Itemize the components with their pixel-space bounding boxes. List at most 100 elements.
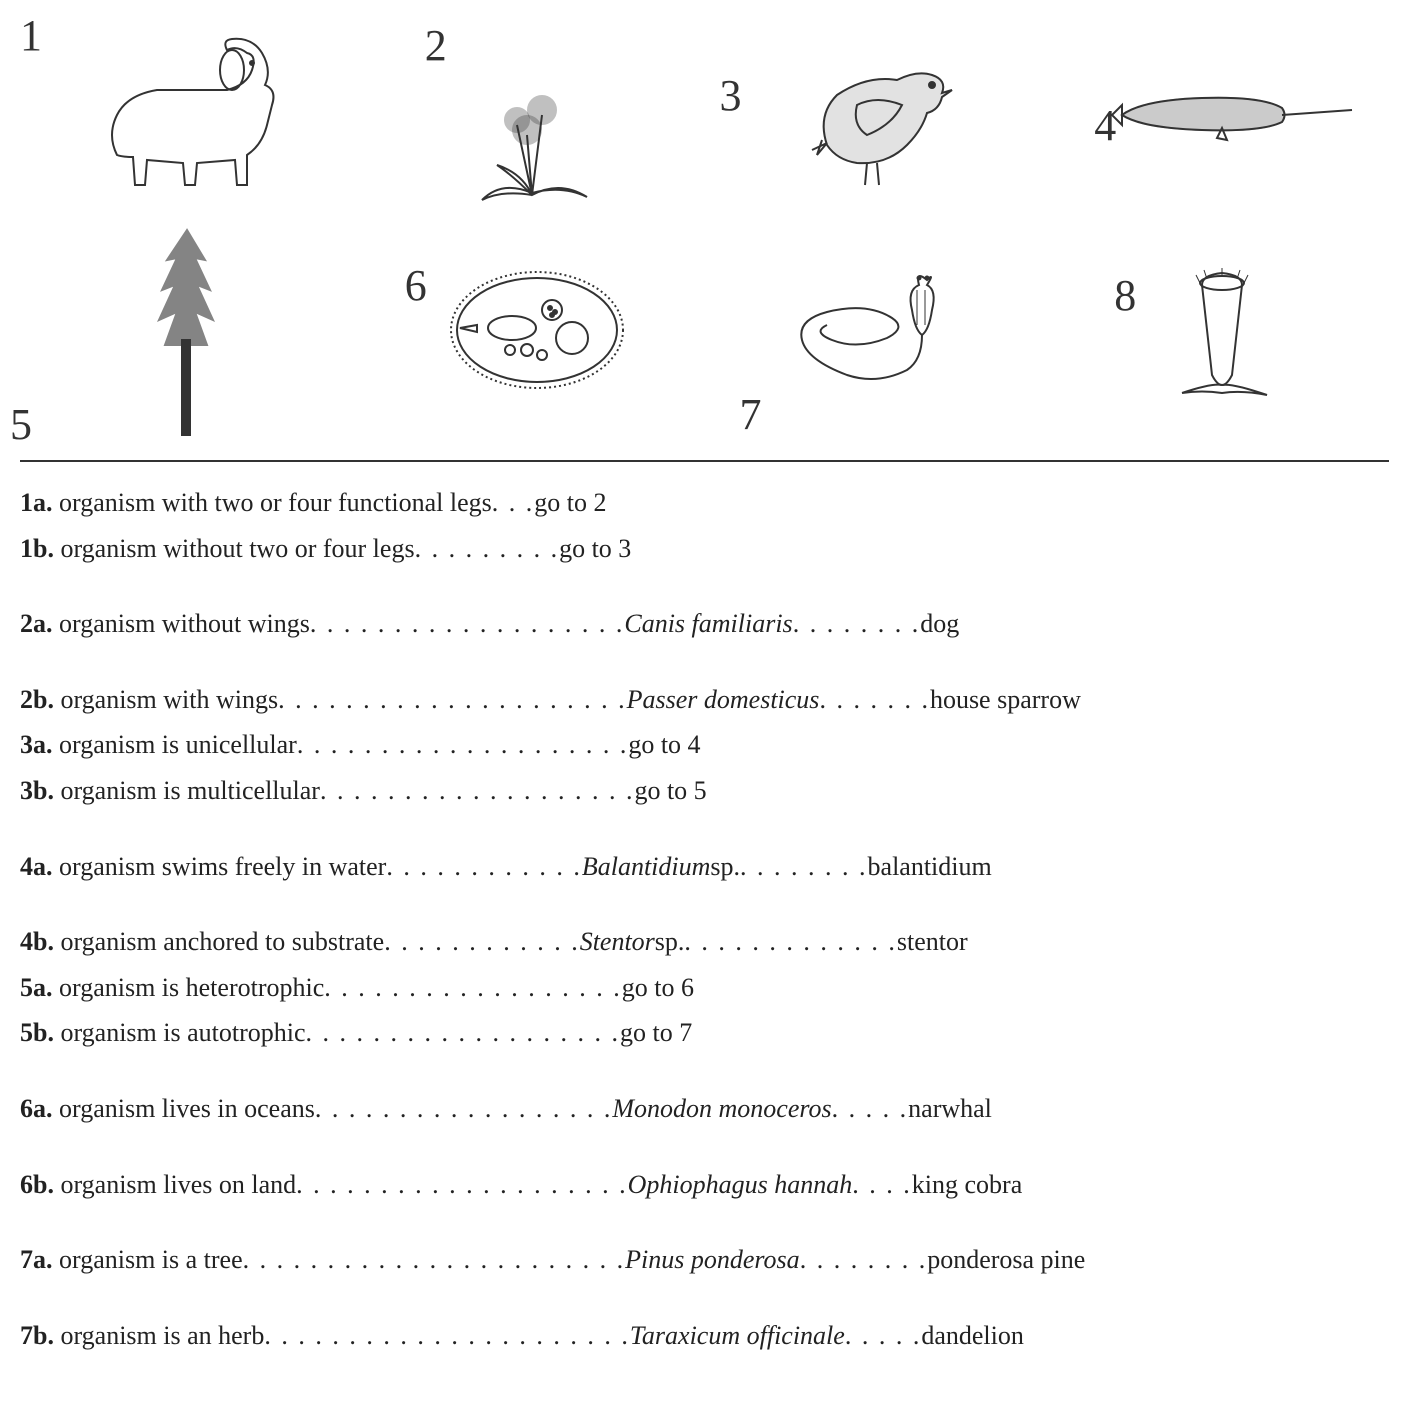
key-row: 7b. organism is an herb . . . . . . . . …: [20, 1315, 1389, 1357]
organism-number-5: 5: [10, 399, 32, 450]
leader-dots: . . . . .: [832, 1088, 909, 1130]
key-goto: go to 4: [628, 724, 700, 766]
key-description: organism with two or four functional leg…: [59, 482, 492, 524]
key-description: organism is unicellular: [59, 724, 297, 766]
key-label: 1a.: [20, 482, 53, 524]
leader-dots: . . . . . . . . . . . . . . . . . . . . …: [243, 1239, 626, 1281]
key-row: 4a. organism swims freely in water . . .…: [20, 846, 1389, 888]
key-label: 3a.: [20, 724, 53, 766]
key-label: 3b.: [20, 770, 54, 812]
cobra-icon: [757, 240, 997, 420]
leader-dots: . . . . . . . . . . . . . . . . . . . .: [297, 724, 629, 766]
key-description: organism is autotrophic: [60, 1012, 305, 1054]
key-label: 6a.: [20, 1088, 53, 1130]
scientific-name: Taraxicum officinale: [630, 1315, 845, 1357]
key-label: 2b.: [20, 679, 54, 721]
key-label: 7a.: [20, 1239, 53, 1281]
key-row: 5a. organism is heterotrophic. . . . . .…: [20, 967, 1389, 1009]
key-label: 1b.: [20, 528, 54, 570]
balantidium-icon: [422, 250, 642, 410]
species-abbrev: sp.: [655, 921, 685, 963]
common-name: ponderosa pine: [927, 1239, 1085, 1281]
scientific-name: Monodon monoceros: [612, 1088, 831, 1130]
organism-dandelion: 2: [365, 20, 700, 220]
organisms-grid: 1 2 3: [20, 20, 1389, 430]
leader-dots: . . . . . . . . . . . . . . . . . . . . …: [264, 1315, 630, 1357]
scientific-name: Pinus ponderosa: [625, 1239, 800, 1281]
leader-dots: . . . . .: [845, 1315, 922, 1357]
key-description: organism with wings: [60, 679, 278, 721]
key-row: 1b. organism without two or four legs. .…: [20, 528, 1389, 570]
leader-dots: . . . . . . . . . . . . . . . . . . .: [306, 1012, 621, 1054]
scientific-name: Ophiophagus hannah: [628, 1164, 853, 1206]
key-label: 4b.: [20, 921, 54, 963]
key-description: organism is heterotrophic: [59, 967, 324, 1009]
leader-dots: . . . . . . . . . . . . . . . . . . . . …: [278, 679, 627, 721]
organism-cobra: 7: [710, 230, 1045, 430]
key-row: 4b. organism anchored to substrate . . .…: [20, 921, 1389, 963]
organism-number-7: 7: [740, 389, 762, 440]
leader-dots: . . . . . . . . .: [415, 528, 560, 570]
key-label: 5b.: [20, 1012, 54, 1054]
key-label: 5a.: [20, 967, 53, 1009]
pine-icon: [117, 220, 257, 440]
key-row: 7a. organism is a tree . . . . . . . . .…: [20, 1239, 1389, 1281]
dandelion-icon: [442, 35, 622, 205]
scientific-name: Stentor: [580, 921, 655, 963]
leader-dots: . . . . . . . . . . . .: [384, 921, 580, 963]
key-row: 6a. organism lives in oceans . . . . . .…: [20, 1088, 1389, 1130]
dog-icon: [77, 35, 297, 205]
narwhal-icon: [1082, 60, 1362, 180]
organism-stentor: 8: [1054, 230, 1389, 430]
key-row: 2a. organism without wings. . . . . . . …: [20, 603, 1389, 645]
leader-dots: . . . . . . . .: [740, 846, 868, 888]
scientific-name: Canis familiaris: [624, 603, 792, 645]
key-description: organism is an herb: [60, 1315, 264, 1357]
organism-number-6: 6: [405, 260, 427, 311]
organism-number-8: 8: [1114, 270, 1136, 321]
key-goto: go to 2: [534, 482, 606, 524]
key-description: organism is multicellular: [60, 770, 319, 812]
species-abbrev: sp.: [710, 846, 740, 888]
leader-dots: . . .: [492, 482, 535, 524]
key-description: organism swims freely in water: [59, 846, 386, 888]
sparrow-icon: [767, 35, 987, 205]
key-label: 2a.: [20, 603, 53, 645]
stentor-icon: [1132, 245, 1312, 415]
scientific-name: Balantidium: [582, 846, 711, 888]
organism-balantidium: 6: [365, 230, 700, 430]
leader-dots: . . . . . . . . . . . . . . . . . . .: [320, 770, 635, 812]
key-label: 7b.: [20, 1315, 54, 1357]
key-description: organism without two or four legs: [60, 528, 414, 570]
key-description: organism anchored to substrate: [60, 921, 384, 963]
key-description: organism lives in oceans: [59, 1088, 315, 1130]
common-name: dog: [920, 603, 959, 645]
key-goto: go to 6: [622, 967, 694, 1009]
key-row: 3a. organism is unicellular. . . . . . .…: [20, 724, 1389, 766]
leader-dots: . . . . . . . .: [800, 1239, 928, 1281]
common-name: house sparrow: [930, 679, 1081, 721]
organism-dog: 1: [20, 20, 355, 220]
leader-dots: . . . . . . . . . . . . . . . . . . .: [310, 603, 625, 645]
key-row: 3b. organism is multicellular . . . . . …: [20, 770, 1389, 812]
common-name: balantidium: [868, 846, 992, 888]
key-description: organism is a tree: [59, 1239, 243, 1281]
organism-narwhal: 4: [1054, 20, 1389, 220]
key-row: 6b. organism lives on land. . . . . . . …: [20, 1164, 1389, 1206]
key-label: 6b.: [20, 1164, 54, 1206]
organism-number-1: 1: [20, 10, 42, 61]
organism-number-4: 4: [1094, 100, 1116, 151]
leader-dots: . . . . . . . . . . . .: [386, 846, 582, 888]
common-name: stentor: [897, 921, 968, 963]
scientific-name: Passer domesticus: [627, 679, 820, 721]
key-row: 1a. organism with two or four functional…: [20, 482, 1389, 524]
leader-dots: . . . . . . . . . . . . . . . . . .: [315, 1088, 613, 1130]
organism-number-3: 3: [720, 70, 742, 121]
common-name: dandelion: [921, 1315, 1024, 1357]
leader-dots: . . . .: [852, 1164, 912, 1206]
organism-number-2: 2: [425, 20, 447, 71]
key-row: 5b. organism is autotrophic . . . . . . …: [20, 1012, 1389, 1054]
leader-dots: . . . . . . . . . . . . .: [684, 921, 897, 963]
key-goto: go to 7: [620, 1012, 692, 1054]
key-description: organism without wings: [59, 603, 310, 645]
